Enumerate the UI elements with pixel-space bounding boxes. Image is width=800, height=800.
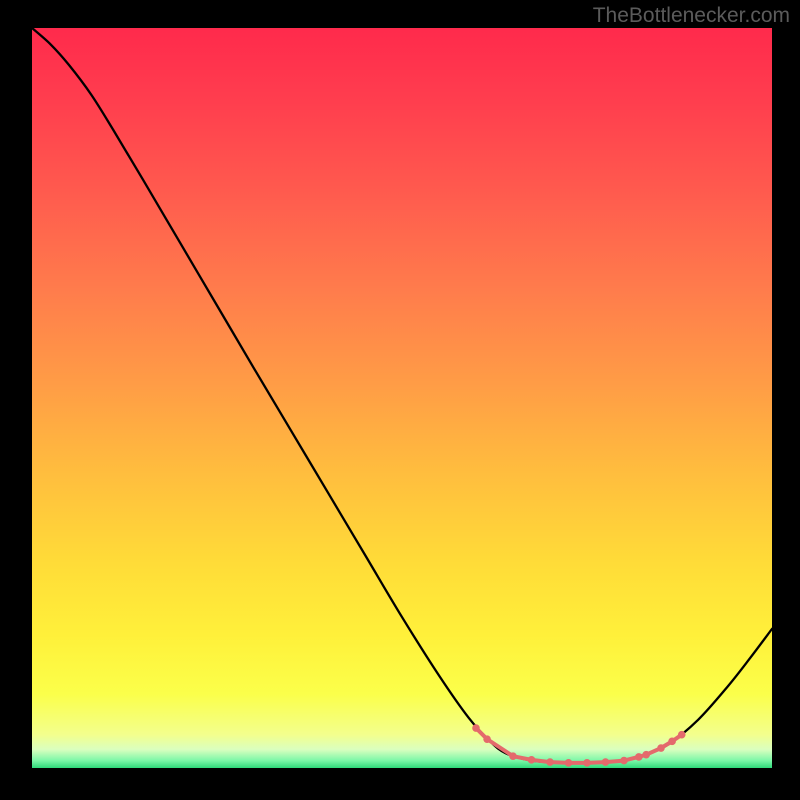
highlight-marker <box>565 759 573 767</box>
watermark-text: TheBottlenecker.com <box>593 4 790 28</box>
chart-plot-area <box>32 28 772 768</box>
highlight-marker <box>483 735 491 743</box>
highlight-marker <box>657 744 665 752</box>
highlight-marker <box>678 731 686 739</box>
highlight-marker <box>546 758 554 766</box>
highlight-marker <box>642 751 650 759</box>
highlight-marker <box>472 724 480 732</box>
highlight-marker <box>602 758 610 766</box>
highlight-segment-group <box>476 728 682 763</box>
highlight-markers-group <box>472 724 685 766</box>
highlight-marker <box>620 757 628 765</box>
highlight-marker <box>635 753 643 761</box>
bottleneck-curve <box>32 28 772 763</box>
highlight-marker <box>583 759 591 767</box>
highlight-marker <box>528 756 536 764</box>
highlight-marker <box>668 738 676 746</box>
highlight-marker <box>509 752 517 760</box>
highlight-segment <box>487 739 513 756</box>
chart-curve-layer <box>32 28 772 768</box>
